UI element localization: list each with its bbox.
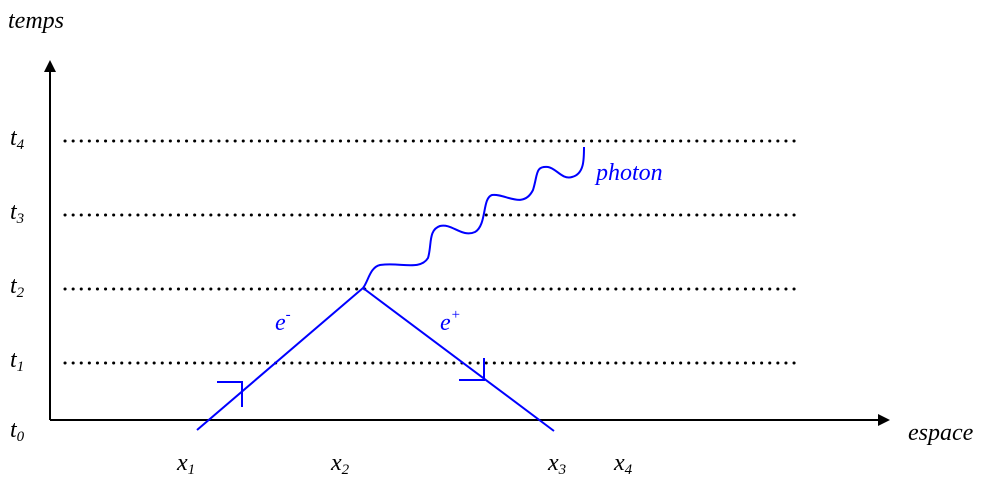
space-label-x3: x3 [547, 450, 566, 477]
time-label-t2: t2 [10, 273, 25, 301]
positron-arrow-tick [459, 358, 485, 381]
space-label-x2: x2 [330, 450, 350, 477]
space-axis-label: espace [908, 420, 974, 446]
electron-label: e- [275, 307, 291, 336]
time-axis-label: temps [8, 8, 64, 34]
time-label-t1: t1 [10, 347, 24, 375]
time-label-t4: t4 [10, 125, 25, 153]
electron-worldline [196, 287, 364, 431]
time-gridlines [63, 139, 802, 365]
positron-worldline [362, 287, 555, 432]
electron-arrow-tick [217, 381, 243, 407]
positron-label: e+ [440, 307, 461, 336]
space-label-x4: x4 [613, 450, 633, 477]
particle-lines [196, 146, 585, 432]
photon-wavy-line [362, 146, 585, 289]
time-label-t3: t3 [10, 199, 24, 227]
photon-label: photon [594, 160, 663, 186]
space-label-x1: x1 [176, 450, 195, 477]
time-label-t0: t0 [10, 417, 25, 445]
